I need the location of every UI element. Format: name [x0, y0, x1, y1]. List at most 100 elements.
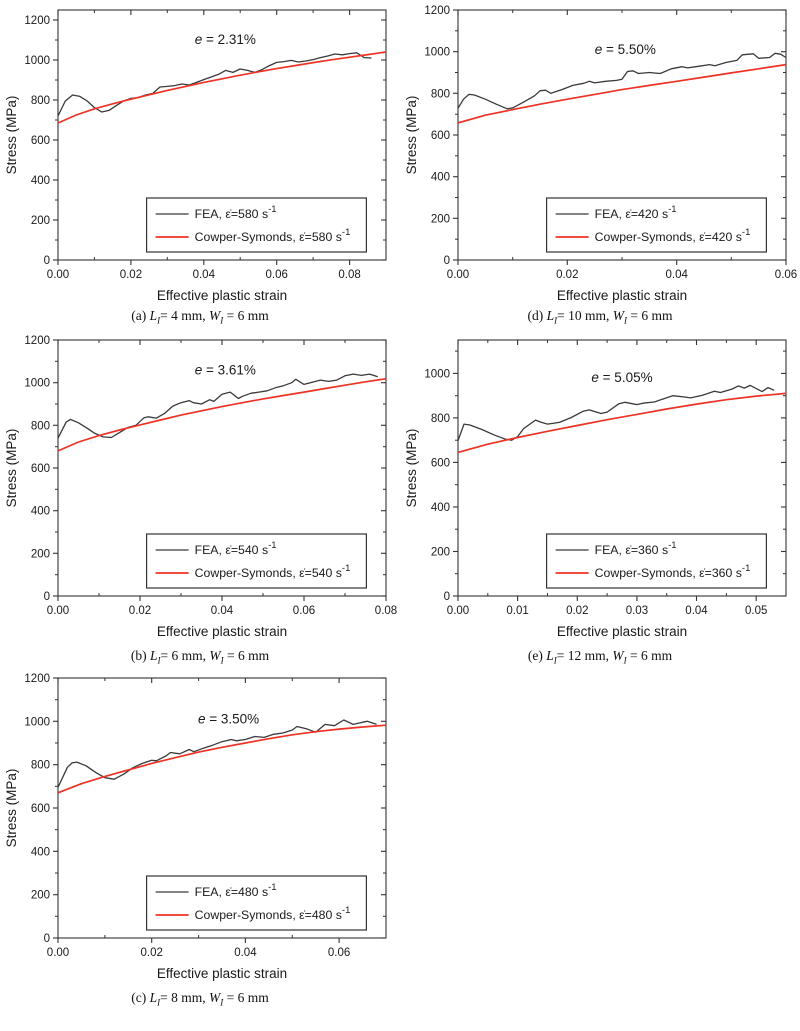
x-tick-label: 0.08 [375, 605, 397, 617]
x-tick-label: 0.00 [47, 269, 69, 281]
y-tick-label: 1200 [424, 5, 450, 17]
y-tick-label: 0 [44, 933, 50, 945]
y-tick-label: 1000 [24, 55, 50, 67]
x-tick-label: 0.03 [626, 605, 648, 617]
y-tick-label: 600 [31, 135, 50, 147]
y-tick-label: 200 [431, 213, 450, 225]
chart-d-caption: (d) LI= 10 mm, WI = 6 mm [527, 308, 673, 326]
plot-frame [57, 9, 387, 261]
y-tick-label: 600 [431, 457, 450, 469]
y-tick-label: 800 [31, 95, 50, 107]
x-axis-title: Effective plastic strain [157, 288, 287, 303]
x-tick-label: 0.06 [266, 269, 288, 281]
y-axis-title: Stress (MPa) [404, 96, 419, 175]
x-tick-label: 0.06 [775, 269, 797, 281]
caption-text: = 12 mm, [556, 648, 613, 663]
x-tick-label: 0.05 [745, 605, 767, 617]
y-tick-label: 1200 [24, 15, 50, 27]
x-axis-title: Effective plastic strain [557, 624, 687, 639]
y-tick-label: 0 [444, 591, 450, 603]
legend-entry-label: FEA, ε̇=480 s-1 [195, 882, 277, 899]
chart-e: 0.00 0.01 0.02 0.03 0.04 0.05 0 200 400 600 800 100… [400, 328, 800, 666]
y-tick-label: 200 [31, 215, 50, 227]
x-axis-title: Effective plastic strain [157, 966, 287, 981]
y-tick-label: 1000 [24, 378, 50, 390]
caption-prefix: (c) [131, 990, 150, 1005]
legend-box [546, 533, 768, 589]
caption-subscript: I [157, 997, 161, 1008]
y-tick-label: 1200 [24, 673, 50, 685]
series-cowper-symonds [58, 377, 386, 452]
caption-text: = 4 mm, [160, 308, 209, 323]
strain-annotation: e = 5.50% [595, 42, 656, 57]
caption-subscript: I [220, 655, 224, 666]
chart-b: 0.00 0.02 0.04 0.06 0.08 0 200 400 600 800 1000 120… [0, 328, 400, 666]
chart-d-canvas: 0.00 0.02 0.04 0.06 0 200 400 600 800 1000 1200 Str… [404, 5, 797, 303]
caption-text: = 6 mm, [160, 648, 210, 663]
caption-var: W [612, 308, 624, 323]
caption-var: L [546, 308, 555, 323]
y-tick-label: 1000 [24, 716, 50, 728]
x-tick-label: 0.00 [447, 605, 469, 617]
caption-subscript: I [553, 655, 557, 666]
y-tick-label: 600 [31, 803, 50, 815]
y-tick-label: 0 [44, 255, 50, 267]
caption-subscript: I [554, 315, 558, 326]
legend-entry-label: Cowper-Symonds, ε̇=480 s-1 [195, 905, 351, 922]
x-tick-label: 0.04 [193, 269, 216, 281]
x-tick-label: 0.02 [141, 947, 163, 959]
chart-e-caption: (e) LI= 12 mm, WI = 6 mm [527, 648, 673, 666]
series-fea [58, 373, 378, 439]
x-tick-label: 0.08 [338, 269, 360, 281]
caption-prefix: (e) [527, 648, 547, 663]
legend-box [146, 533, 368, 589]
caption-subscript: I [220, 315, 224, 326]
x-axis-title: Effective plastic strain [157, 624, 287, 639]
x-tick-label: 0.02 [129, 605, 151, 617]
legend-entry-label: FEA, ε̇=540 s-1 [195, 540, 277, 557]
caption-prefix: (d) [527, 308, 547, 323]
chart-e-canvas: 0.00 0.01 0.02 0.03 0.04 0.05 0 200 400 600 800 100… [404, 339, 787, 639]
legend-entry-label: Cowper-Symonds, ε̇=540 s-1 [195, 563, 351, 580]
caption-text: = 6 mm [626, 648, 673, 663]
x-tick-label: 0.04 [666, 269, 689, 281]
x-tick-label: 0.00 [447, 269, 469, 281]
x-tick-label: 0.01 [506, 605, 528, 617]
empty-cell [400, 668, 800, 1006]
x-tick-label: 0.06 [328, 947, 350, 959]
x-tick-label: 0.04 [685, 605, 708, 617]
chart-a-caption: (a) LI= 4 mm, WI = 6 mm [131, 308, 269, 326]
chart-b-caption: (b) LI= 6 mm, WI = 6 mm [130, 648, 269, 666]
y-axis-title: Stress (MPa) [4, 429, 19, 508]
caption-var: L [546, 648, 554, 663]
series-cowper-symonds [58, 51, 386, 124]
series-fea [58, 719, 377, 788]
series-cowper-symonds [458, 392, 786, 454]
chart-c: 0.00 0.02 0.04 0.06 0 200 400 600 800 1000 1200 Str… [0, 668, 400, 1008]
legend-entry-label: FEA, ε̇=420 s-1 [595, 204, 677, 221]
caption-prefix: (b) [130, 648, 150, 663]
y-tick-label: 800 [31, 760, 50, 772]
y-axis-title: Stress (MPa) [4, 96, 19, 175]
y-axis-title: Stress (MPa) [404, 429, 419, 508]
x-tick-label: 0.04 [211, 605, 234, 617]
legend-entry-label: Cowper-Symonds, ε̇=420 s-1 [595, 227, 751, 244]
y-tick-label: 0 [44, 591, 50, 603]
x-tick-label: 0.06 [293, 605, 315, 617]
chart-b-canvas: 0.00 0.02 0.04 0.06 0.08 0 200 400 600 800 1000 120… [4, 335, 397, 639]
y-tick-label: 600 [31, 463, 50, 475]
caption-text: = 6 mm [627, 308, 673, 323]
strain-annotation: e = 3.61% [195, 363, 256, 378]
x-tick-label: 0.02 [566, 605, 588, 617]
caption-subscript: I [157, 655, 161, 666]
strain-annotation: e = 2.31% [195, 32, 256, 47]
caption-var: L [149, 308, 158, 323]
caption-subscript: I [220, 997, 224, 1008]
caption-var: W [209, 990, 221, 1005]
caption-var: W [612, 648, 624, 663]
y-tick-label: 1200 [24, 335, 50, 347]
y-tick-label: 800 [431, 88, 450, 100]
caption-prefix: (a) [131, 308, 150, 323]
y-tick-label: 1000 [424, 47, 450, 59]
x-tick-label: 0.00 [47, 947, 69, 959]
